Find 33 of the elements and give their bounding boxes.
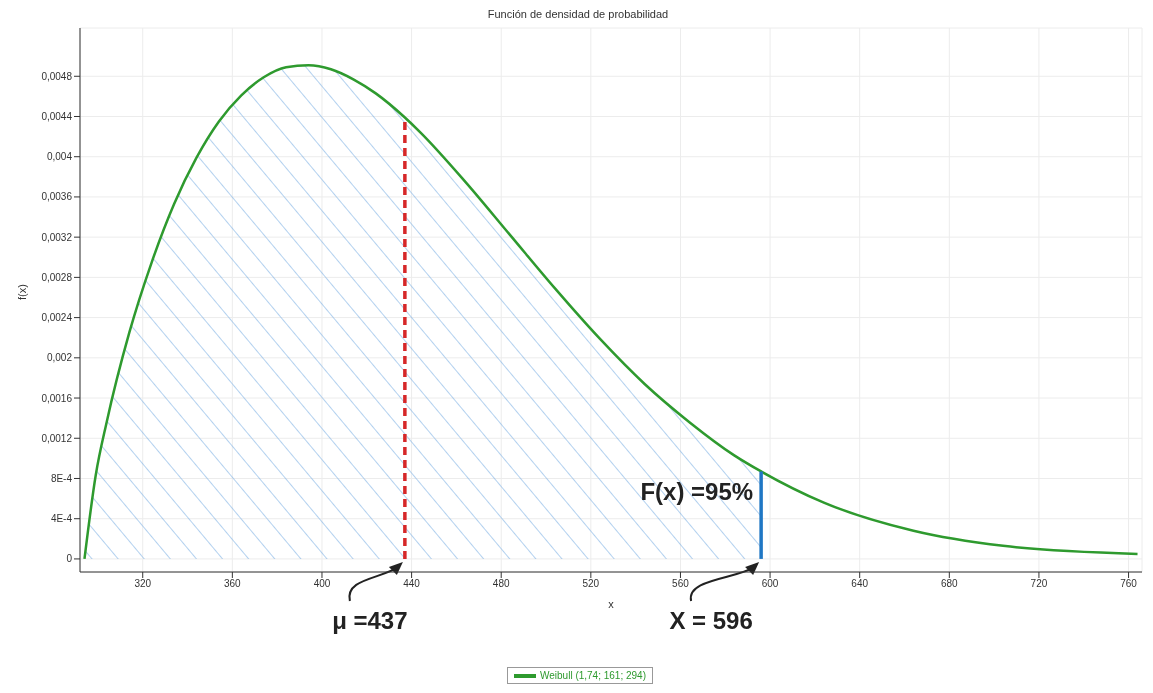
x-tick-label: 360 [224, 578, 242, 590]
line-series [83, 63, 1139, 561]
y-tick-label: 0,0016 [41, 392, 73, 404]
y-tick-label: 0,0012 [41, 432, 73, 444]
y-tick-label: 0,004 [46, 151, 73, 163]
x-tick-label: 320 [134, 578, 152, 590]
x-tick-label: 440 [403, 578, 421, 590]
y-tick-label: 0,0028 [41, 271, 73, 283]
x-tick-label: 400 [313, 578, 331, 590]
x-tick-label: 640 [851, 578, 869, 590]
x-tick-label: 720 [1030, 578, 1048, 590]
y-axis-title: f(x) [15, 284, 28, 300]
x-tick-label: 600 [761, 578, 779, 590]
chart-title: Función de densidad de probabilidad [486, 8, 670, 22]
y-tick-label: 0,002 [46, 352, 73, 364]
x-tick-label: 680 [940, 578, 959, 590]
y-tick-label: 4E-4 [50, 513, 73, 525]
y-tick-label: 0,0036 [41, 191, 73, 203]
x-tick-label: 560 [672, 578, 690, 590]
x-tick-label: 760 [1120, 578, 1138, 590]
y-tick-label: 0,0044 [41, 111, 73, 123]
y-tick-label: 0,0024 [41, 312, 73, 324]
x-tick-label: 520 [582, 578, 600, 590]
ref-line-label: μ =437 [332, 606, 408, 634]
y-tick-label: 0 [66, 553, 73, 565]
x-axis-title: x [608, 597, 615, 610]
text: Weibull (1,74; 161; 294) [540, 670, 646, 681]
y-tick-label: 0,0048 [41, 70, 73, 82]
ref-line-label: X = 596 [669, 606, 753, 634]
y-tick-label: 8E-4 [50, 473, 73, 485]
x-tick-label: 480 [492, 578, 510, 590]
y-tick-label: 0,0032 [41, 231, 73, 243]
annotation: F(x) =95% [639, 478, 754, 506]
